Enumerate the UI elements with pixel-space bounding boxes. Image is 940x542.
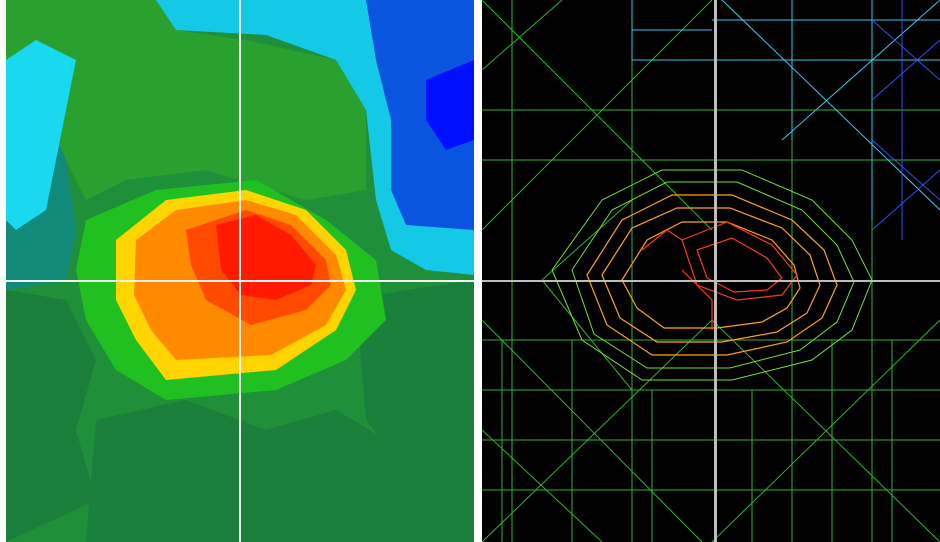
- mesh-lines-blue: [871, 0, 940, 240]
- deep-green-region-east: [356, 280, 474, 542]
- deep-green-region-southwest: [6, 290, 96, 542]
- filled-contour-panel[interactable]: [6, 0, 474, 542]
- mesh-lines-green: [482, 0, 940, 542]
- crosshair-horizontal-right: [482, 280, 940, 282]
- crosshair-vertical-right: [714, 0, 717, 542]
- blue-region: [366, 0, 474, 230]
- light-cyan-region: [6, 40, 76, 230]
- green-region-north: [6, 0, 366, 200]
- deep-blue-region: [426, 60, 474, 150]
- wireframe-contour-map[interactable]: [482, 0, 940, 542]
- wireframe-contour-panel[interactable]: [482, 0, 940, 542]
- contour-rings-orange: [586, 194, 838, 356]
- crosshair-horizontal-left: [6, 280, 474, 282]
- filled-contour-map[interactable]: [6, 0, 474, 542]
- wireframe-background: [482, 0, 940, 542]
- red-contour: [216, 215, 316, 300]
- deep-green-region-south: [86, 400, 466, 542]
- crosshair-vertical-left: [239, 0, 241, 542]
